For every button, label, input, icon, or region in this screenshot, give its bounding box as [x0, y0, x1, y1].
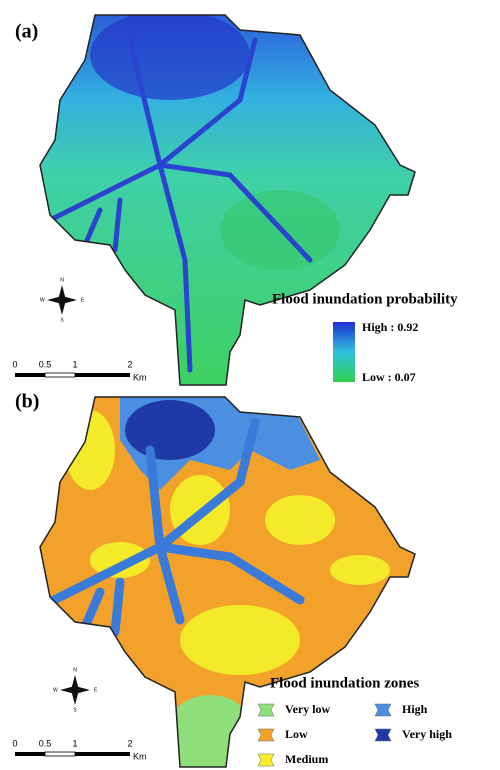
east: E: [94, 687, 98, 693]
legend-item: Low: [285, 727, 308, 741]
legend-high: High : 0.92: [362, 320, 418, 334]
north: N: [60, 277, 64, 283]
panel-label: (b): [15, 391, 39, 413]
west: W: [40, 297, 45, 303]
legend: Very low Low Medium High Very high: [258, 702, 452, 766]
east: E: [81, 297, 85, 303]
scale-unit: Km: [133, 751, 147, 761]
scale-tick: 0.5: [39, 738, 52, 748]
scale-bar: 0 0.5 1 2 Km: [12, 359, 146, 382]
very-high-zone: [125, 400, 215, 460]
north-arrow: N S E W: [53, 667, 98, 713]
legend-item: Medium: [285, 752, 328, 766]
figure: (a) Flood inundation probability High : …: [0, 0, 500, 770]
scale-tick: 0: [12, 359, 17, 369]
legend-title: Flood inundation zones: [270, 675, 419, 691]
legend-title: Flood inundation probability: [272, 291, 458, 307]
scale-tick: 0: [12, 738, 17, 748]
color-ramp: [333, 322, 355, 382]
panel-label: (a): [15, 21, 38, 43]
scale-tick: 0.5: [39, 359, 52, 369]
scale-tick: 2: [127, 359, 132, 369]
north-arrow: N S E W: [40, 277, 85, 323]
legend-low: Low : 0.07: [362, 370, 416, 384]
scale-bar: 0 0.5 1 2 Km: [12, 738, 146, 761]
map-a: [0, 0, 500, 390]
south: S: [60, 317, 64, 323]
scale-tick: 1: [72, 359, 77, 369]
scale-unit: Km: [133, 372, 147, 382]
west: W: [53, 687, 58, 693]
north: N: [73, 667, 77, 673]
south: S: [73, 707, 77, 713]
scale-tick: 1: [72, 738, 77, 748]
legend-item: High: [402, 702, 428, 716]
scale-tick: 2: [127, 738, 132, 748]
high-area: [90, 10, 250, 100]
legend-item: Very high: [402, 727, 452, 741]
legend-item: Very low: [285, 702, 331, 716]
